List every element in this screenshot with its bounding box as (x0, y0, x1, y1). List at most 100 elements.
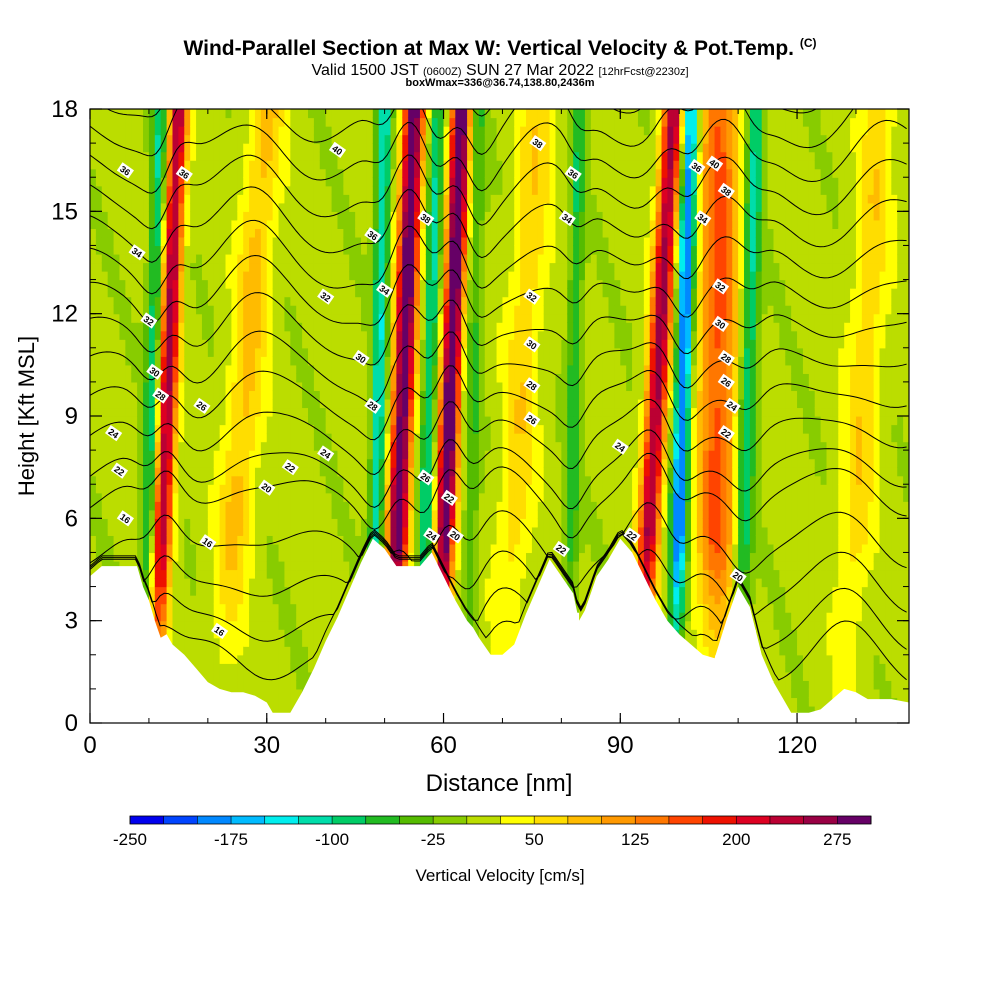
field-cell (449, 364, 456, 374)
field-cell (549, 151, 557, 161)
field-cell (361, 126, 368, 136)
field-cell (160, 185, 168, 195)
field-cell (431, 305, 439, 315)
field-cell (396, 219, 403, 229)
field-cell (467, 126, 474, 136)
field-cell (472, 160, 480, 170)
field-cell (331, 501, 339, 511)
field-cell (337, 467, 344, 477)
field-cell (207, 578, 215, 588)
field-cell (396, 151, 403, 161)
field-cell (302, 126, 309, 136)
field-cell (472, 569, 480, 579)
field-cell (231, 322, 238, 332)
field-cell (90, 271, 97, 281)
field-cell (372, 211, 380, 221)
field-cell (290, 347, 297, 357)
field-cell (355, 339, 362, 349)
field-cell (196, 134, 203, 144)
field-cell (143, 236, 150, 247)
field-cell (272, 330, 280, 340)
field-cell (284, 262, 291, 272)
field-cell (254, 663, 262, 673)
field-cell (567, 501, 574, 511)
field-cell (396, 407, 403, 417)
field-cell (390, 424, 397, 434)
field-cell (355, 271, 362, 281)
field-cell (131, 151, 138, 161)
field-cell (449, 271, 456, 281)
field-cell (531, 458, 539, 468)
field-cell (101, 253, 109, 264)
field-cell (319, 262, 327, 272)
field-cell (467, 441, 474, 451)
field-cell (137, 398, 144, 409)
field-cell (372, 484, 380, 494)
field-cell (201, 637, 209, 647)
field-cell (302, 117, 309, 127)
field-cell (508, 535, 515, 545)
field-cell (219, 467, 227, 477)
field-cell (207, 296, 215, 306)
field-cell (467, 134, 474, 144)
field-cell (561, 416, 568, 426)
field-cell (514, 322, 521, 332)
field-cell (478, 526, 486, 536)
field-cell (537, 381, 545, 392)
field-cell (378, 492, 386, 502)
field-cell (95, 364, 103, 374)
field-cell (520, 305, 527, 315)
field-cell (160, 595, 168, 605)
field-cell (290, 356, 297, 366)
field-cell (207, 458, 215, 468)
field-cell (308, 134, 315, 144)
field-cell (390, 526, 397, 536)
field-cell (254, 296, 262, 306)
field-cell (119, 552, 126, 562)
field-cell (178, 595, 185, 605)
field-cell (125, 543, 132, 554)
field-cell (172, 416, 179, 426)
field-cell (225, 381, 233, 392)
field-cell (361, 168, 368, 178)
field-cell (414, 117, 421, 127)
field-cell (526, 117, 533, 127)
field-cell (472, 560, 480, 571)
field-cell (520, 390, 527, 400)
field-cell (172, 228, 179, 238)
field-cell (260, 578, 268, 588)
field-cell (414, 126, 421, 136)
field-cell (172, 407, 179, 417)
field-cell (490, 185, 498, 195)
field-cell (455, 109, 462, 119)
field-cell (366, 526, 374, 536)
field-cell (231, 288, 238, 298)
field-cell (349, 484, 356, 494)
field-cell (431, 424, 439, 434)
field-cell (549, 143, 557, 153)
field-cell (272, 560, 280, 571)
field-cell (284, 688, 291, 699)
field-cell (160, 484, 168, 494)
field-cell (201, 168, 209, 178)
field-cell (331, 475, 339, 485)
field-cell (101, 185, 109, 195)
field-cell (90, 305, 97, 315)
field-cell (490, 450, 498, 460)
field-cell (325, 305, 333, 315)
field-cell (408, 296, 415, 306)
field-cell (101, 407, 109, 417)
field-cell (225, 526, 233, 536)
field-cell (496, 143, 504, 153)
field-cell (319, 245, 327, 255)
field-cell (531, 271, 539, 281)
field-cell (437, 560, 445, 571)
field-cell (313, 381, 321, 392)
field-cell (366, 424, 374, 434)
field-cell (243, 398, 250, 409)
field-cell (266, 228, 274, 238)
field-cell (478, 433, 486, 443)
field-cell (125, 262, 132, 272)
field-cell (190, 552, 197, 562)
field-cell (302, 373, 309, 383)
